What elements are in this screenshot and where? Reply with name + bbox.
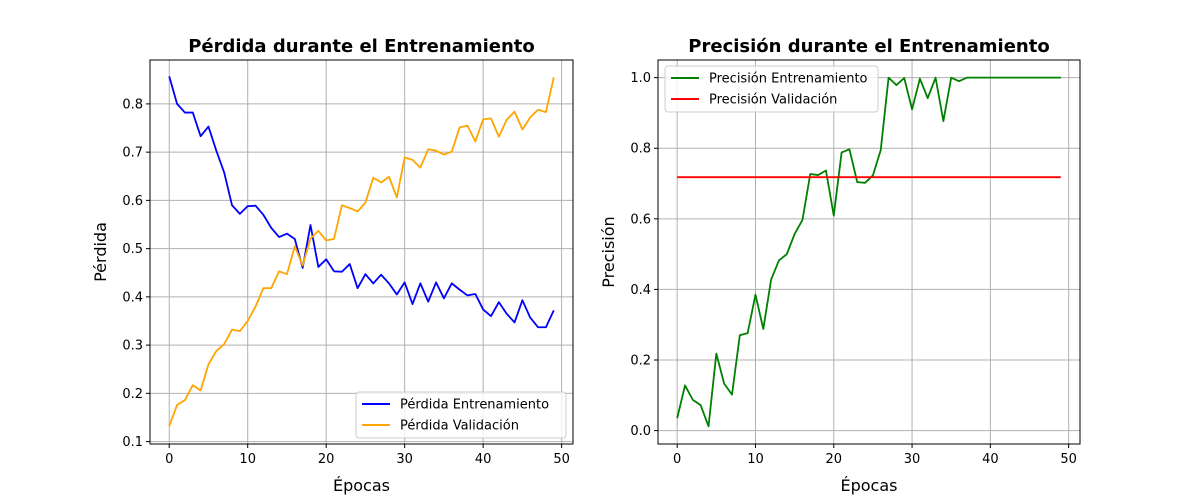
y-tick-label: 0.6 <box>630 212 651 227</box>
x-tick-label: 30 <box>904 452 921 467</box>
legend-box <box>664 65 879 113</box>
y-tick-label: 0.8 <box>122 97 143 112</box>
y-axis-label: Pérdida <box>91 222 110 282</box>
x-tick-label: 10 <box>747 452 764 467</box>
y-tick-label: 0.8 <box>630 142 651 157</box>
series-line-2 <box>168 77 555 427</box>
y-tick-label: 0.6 <box>122 194 143 209</box>
x-tick-label: 20 <box>318 452 335 467</box>
x-tick-label: 20 <box>825 452 842 467</box>
accuracy-chart: 0 10 20 30 40 50 0.0 0.2 0.4 0.6 0.8 1.0 Precisión d… <box>599 36 1081 495</box>
series-line-1 <box>676 76 1061 428</box>
x-tick-label: 40 <box>475 452 492 467</box>
legend-label-2: Pérdida Validación <box>400 419 519 434</box>
legend: Pérdida Entrenamiento Pérdida Validación <box>355 391 567 439</box>
loss-chart: 0 10 20 30 40 50 0.1 0.2 0.3 0.4 0.5 0.6 0.7 0.8 Pérdi… <box>91 36 574 495</box>
plot-frame <box>657 59 1081 445</box>
x-axis-label: Épocas <box>841 476 898 495</box>
y-tick-label: 0.2 <box>630 354 651 369</box>
x-tick-label: 50 <box>553 452 570 467</box>
x-tick-label: 0 <box>165 452 173 467</box>
y-tick-label: 1.0 <box>630 71 651 86</box>
x-axis-label: Épocas <box>333 476 390 495</box>
x-tick-label: 10 <box>239 452 256 467</box>
chart-title: Precisión durante el Entrenamiento <box>688 36 1049 57</box>
legend-label-1: Precisión Entrenamiento <box>709 72 868 87</box>
plot-frame <box>149 59 574 445</box>
y-tick-label: 0.5 <box>122 242 143 257</box>
chart-title: Pérdida durante el Entrenamiento <box>188 36 535 57</box>
legend-label-1: Pérdida Entrenamiento <box>400 398 549 413</box>
y-axis-label: Precisión <box>599 216 618 287</box>
y-tick-label: 0.4 <box>122 290 143 305</box>
legend-label-2: Precisión Validación <box>709 93 837 108</box>
x-tick-label: 0 <box>673 452 681 467</box>
y-tick-label: 0.2 <box>122 387 143 402</box>
y-tick-label: 0.7 <box>122 146 143 161</box>
y-tick-label: 0.0 <box>630 424 651 439</box>
y-tick-label: 0.3 <box>122 339 143 354</box>
series-line-1 <box>168 76 555 329</box>
legend-box <box>355 391 567 439</box>
legend: Precisión Entrenamiento Precisión Validac… <box>664 65 879 113</box>
x-tick-label: 40 <box>982 452 999 467</box>
y-tick-label: 0.1 <box>122 435 143 450</box>
x-tick-label: 50 <box>1060 452 1077 467</box>
x-tick-label: 30 <box>396 452 413 467</box>
y-tick-label: 0.4 <box>630 283 651 298</box>
